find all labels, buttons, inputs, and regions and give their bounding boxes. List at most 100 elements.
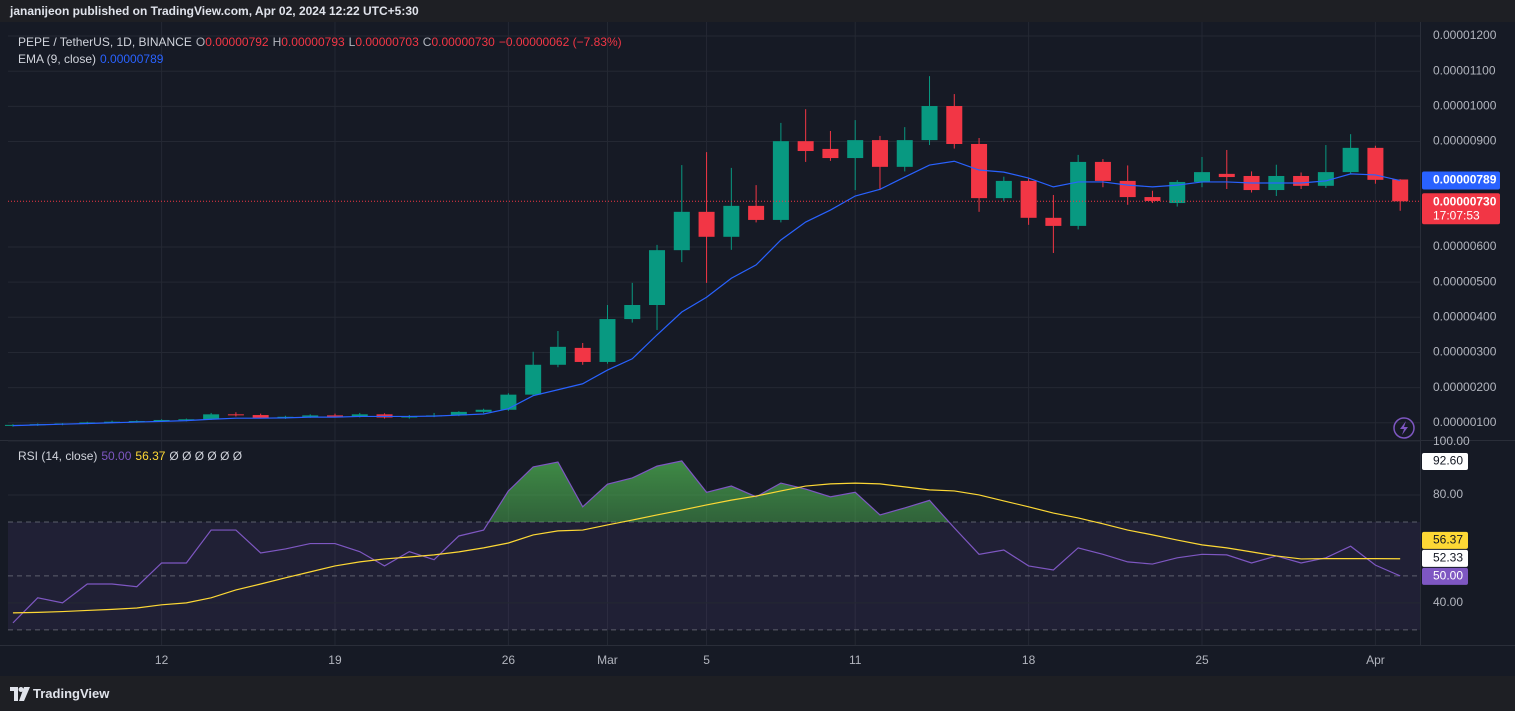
candle-body bbox=[500, 394, 517, 410]
candle-body bbox=[971, 143, 988, 199]
rsi-extra: Ø Ø Ø Ø Ø Ø bbox=[169, 449, 243, 463]
candle-body bbox=[203, 414, 220, 420]
candle-body bbox=[723, 205, 740, 237]
symbol-title: PEPE / TetherUS, 1D, BINANCE bbox=[18, 35, 192, 49]
y-tick-label: 0.00001200 bbox=[1433, 28, 1497, 42]
candle-body bbox=[624, 305, 641, 320]
candle-body bbox=[178, 419, 195, 421]
rsi-legend: RSI (14, close) 50.00 56.37 Ø Ø Ø Ø Ø Ø bbox=[18, 449, 246, 463]
rsi-pane bbox=[0, 441, 1420, 645]
ema-price-tag-label: 0.00000789 bbox=[1433, 173, 1497, 187]
candle-body bbox=[847, 140, 864, 159]
x-tick-label: Mar bbox=[597, 653, 618, 667]
ohlc-label: O bbox=[195, 35, 206, 49]
publisher-bar: jananijeon published on TradingView.com,… bbox=[0, 0, 1515, 22]
rsi-overbought-fill bbox=[12, 460, 1401, 522]
ohlc-label: L bbox=[348, 35, 356, 49]
candle-body bbox=[1144, 197, 1161, 201]
last-price-tag bbox=[1422, 193, 1500, 225]
ohlc-value: 0.00000730 bbox=[431, 35, 495, 49]
candle-body bbox=[599, 319, 616, 362]
candle-body bbox=[673, 211, 690, 251]
rsi-line bbox=[12, 460, 1401, 624]
candle-body bbox=[1070, 161, 1087, 226]
background bbox=[0, 22, 1515, 646]
ema-name: EMA (9, close) bbox=[18, 52, 97, 66]
x-tick-label: 18 bbox=[1022, 653, 1036, 667]
change: −0.00000062 (−7.83%) bbox=[498, 35, 622, 49]
x-tick-label: 26 bbox=[502, 653, 516, 667]
rsi-tag-label: 50.00 bbox=[1433, 569, 1463, 583]
candle-body bbox=[822, 148, 839, 159]
candle-body bbox=[252, 415, 269, 418]
y-tick-label: 0.00000200 bbox=[1433, 380, 1497, 394]
rsi-title: RSI (14, close) bbox=[18, 449, 98, 463]
rsi-ma-line bbox=[12, 482, 1401, 614]
rsi-ma-value: 56.37 bbox=[135, 449, 166, 463]
candle-body bbox=[475, 409, 492, 412]
x-tick-label: Apr bbox=[1366, 653, 1385, 667]
candle-body bbox=[450, 411, 467, 416]
candle-body bbox=[1392, 179, 1409, 202]
rsi-tag-label: 56.37 bbox=[1433, 533, 1463, 547]
candle-body bbox=[153, 419, 170, 422]
brand: TradingView bbox=[33, 686, 110, 701]
candle-body bbox=[1367, 147, 1384, 180]
rsi-tag bbox=[1422, 531, 1468, 549]
candle-body bbox=[896, 140, 913, 167]
candle-body bbox=[748, 205, 765, 220]
candle-body bbox=[1094, 161, 1111, 181]
replay-icon[interactable] bbox=[1393, 417, 1415, 439]
candle-body bbox=[995, 180, 1012, 199]
ohlc-label: C bbox=[422, 35, 432, 49]
candle-body bbox=[797, 141, 814, 152]
candle-body bbox=[574, 347, 591, 362]
candle-body bbox=[1020, 180, 1037, 218]
x-tick-label: 19 bbox=[328, 653, 342, 667]
y-tick-label: 40.00 bbox=[1433, 595, 1463, 609]
rsi-tag bbox=[1422, 549, 1468, 567]
rsi-value: 50.00 bbox=[101, 449, 132, 463]
rsi-tag bbox=[1422, 567, 1468, 585]
candle-body bbox=[946, 106, 963, 144]
candle-body bbox=[921, 106, 938, 141]
ema-legend: EMA (9, close) 0.00000789 bbox=[18, 52, 167, 66]
y-tick-label: 0.00000600 bbox=[1433, 239, 1497, 253]
candle-body bbox=[871, 140, 888, 167]
marks bbox=[4, 76, 1420, 624]
candle-body bbox=[351, 414, 368, 417]
rsi-tag-label: 92.60 bbox=[1433, 454, 1463, 468]
candle-body bbox=[227, 414, 244, 416]
x-tick-label: 12 bbox=[155, 653, 169, 667]
x-tick-label: 5 bbox=[703, 653, 710, 667]
rsi-tag bbox=[1422, 452, 1468, 470]
ema-value: 0.00000789 bbox=[100, 52, 164, 66]
y-tick-label: 0.00000400 bbox=[1433, 309, 1497, 323]
y-tick-label: 80.00 bbox=[1433, 487, 1463, 501]
candle-body bbox=[1342, 147, 1359, 173]
candle-body bbox=[1194, 172, 1211, 182]
ema-line bbox=[12, 160, 1401, 427]
y-tick-label: 0.00000500 bbox=[1433, 274, 1497, 288]
footer: TradingView bbox=[0, 676, 1515, 711]
price-legend: PEPE / TetherUS, 1D, BINANCE O0.00000792 H… bbox=[18, 35, 626, 49]
ohlc-value: 0.00000703 bbox=[355, 35, 419, 49]
rsi-tag-label: 52.33 bbox=[1433, 551, 1463, 565]
y-tick-label: 0.00001000 bbox=[1433, 99, 1497, 113]
candle-body bbox=[649, 250, 666, 306]
x-tick-label: 25 bbox=[1195, 653, 1209, 667]
logo bbox=[10, 687, 30, 701]
y-tick-label: 0.00000300 bbox=[1433, 345, 1497, 359]
ema-price-tag bbox=[1422, 171, 1500, 190]
ohlc-value: 0.00000792 bbox=[205, 35, 269, 49]
candle-body bbox=[326, 415, 343, 417]
y-tick-label: 100.00 bbox=[1433, 434, 1470, 448]
candle-body bbox=[1169, 181, 1186, 204]
candle-body bbox=[1045, 217, 1062, 226]
candle-body bbox=[1119, 180, 1136, 198]
y-tick-label: 0.00001100 bbox=[1433, 63, 1496, 77]
ohlc-value: 0.00000793 bbox=[281, 35, 345, 49]
countdown: 17:07:53 bbox=[1433, 208, 1480, 222]
